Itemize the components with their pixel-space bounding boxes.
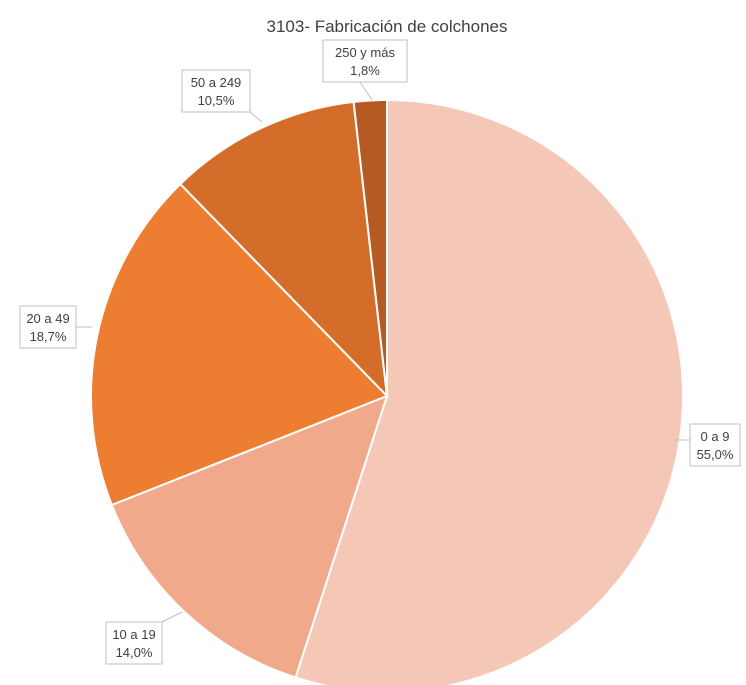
pie-slices [90, 98, 684, 685]
label-value: 10,5% [198, 93, 235, 108]
data-label-20-a-49: 20 a 49 18,7% [19, 305, 92, 349]
label-box [181, 69, 251, 113]
label-box [19, 305, 77, 349]
label-box [322, 39, 408, 83]
label-category: 250 y más [335, 45, 395, 60]
label-category: 50 a 249 [191, 75, 242, 90]
label-value: 1,8% [350, 63, 380, 78]
label-box [105, 621, 163, 665]
data-label-0-a-9: 0 a 9 55,0% [674, 423, 741, 467]
label-category: 0 a 9 [701, 429, 730, 444]
label-value: 55,0% [697, 447, 734, 462]
pie-slice-250-y-mas [352, 98, 388, 397]
label-category: 20 a 49 [26, 311, 69, 326]
data-label-250-y-mas: 250 y más 1,8% [322, 39, 408, 101]
label-box [689, 423, 741, 467]
chart-title: 3103- Fabricación de colchones [267, 17, 508, 36]
leader-line [161, 611, 183, 623]
leader-line [359, 81, 373, 101]
data-labels: 0 a 9 55,0% 10 a 19 14,0% 20 a 49 18,7% 50 a 2… [19, 39, 741, 665]
pie-slice-50-a-249 [178, 100, 389, 399]
leader-line [249, 111, 263, 123]
data-label-50-a-249: 50 a 249 10,5% [181, 69, 263, 123]
pie-slice-10-a-19 [110, 394, 389, 679]
label-category: 10 a 19 [112, 627, 155, 642]
label-value: 18,7% [30, 329, 67, 344]
data-label-10-a-19: 10 a 19 14,0% [105, 611, 183, 665]
pie-slice-0-a-9 [294, 98, 684, 685]
label-value: 14,0% [116, 645, 153, 660]
pie-slice-20-a-49 [90, 182, 389, 507]
